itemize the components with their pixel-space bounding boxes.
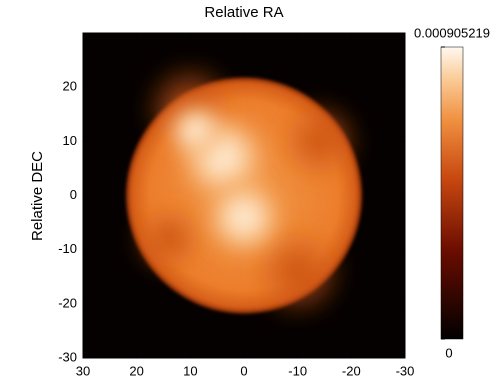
x-tick-label: 10 [183,363,197,378]
image [83,33,405,358]
y-tick-label: -30 [58,349,77,364]
chart-title: Relative RA [204,4,283,21]
x-tick-label: -30 [396,363,415,378]
x-tick-label: 0 [240,363,247,378]
dark-region [276,98,362,184]
y-axis-label: Relative DEC [29,151,46,241]
y-tick-label: 10 [63,133,77,148]
dark-region [131,201,206,276]
y-tick-label: -20 [58,295,77,310]
x-tick-label: 30 [76,363,90,378]
y-tick-label: 20 [63,79,77,94]
spot-region [201,174,287,260]
y-tick-label: 0 [70,187,77,202]
spot-region [164,98,228,162]
chart: Relative RA Relative DEC 30 20 10 0 -10 -20 -3… [0,0,499,392]
x-tick-label: -10 [288,363,307,378]
x-tick-label: -20 [342,363,361,378]
y-tick-label: -10 [58,241,77,256]
colorbar-tick-label: 0.000905219 [414,25,490,40]
colorbar-tick-label: 0 [445,345,452,360]
x-tick-label: 20 [129,363,143,378]
colorbar [441,47,463,339]
